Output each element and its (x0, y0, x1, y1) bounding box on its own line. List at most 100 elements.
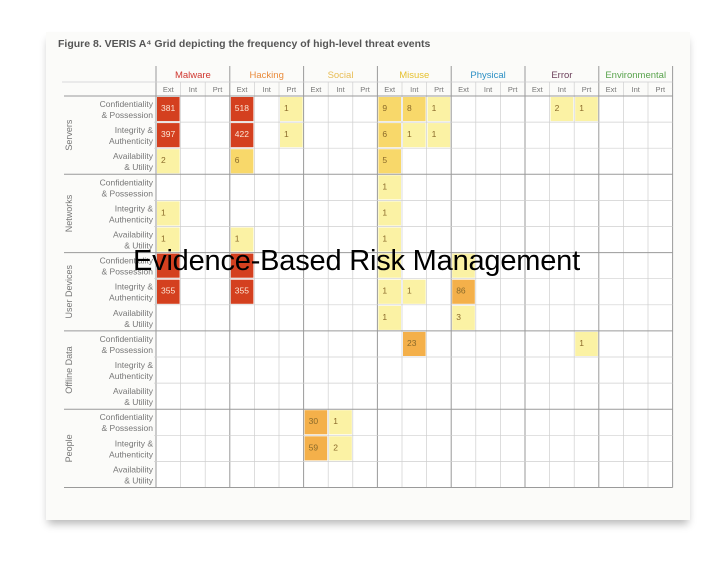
row-label-line2: & Utility (124, 319, 154, 329)
heat-cell (230, 227, 254, 252)
cell-value-label: 2 (161, 155, 166, 165)
column-sub-header: Prt (582, 85, 593, 94)
row-label-line1: Availability (113, 464, 154, 474)
heat-cell (280, 97, 303, 122)
cell-value-label: 6 (235, 155, 240, 165)
cell-value-label: 1 (382, 234, 387, 244)
row-label-line1: Confidentiality (100, 334, 154, 344)
cell-value-label: 30 (309, 416, 319, 426)
cell-value-label: 1 (382, 181, 387, 191)
row-label-line2: & Possession (102, 110, 154, 120)
heat-cell (157, 97, 180, 122)
column-group-header: Environmental (605, 70, 666, 81)
column-sub-header: Prt (287, 85, 298, 94)
column-sub-header: Ext (237, 85, 249, 94)
cell-value-label: 1 (235, 234, 240, 244)
heat-cell (157, 279, 180, 304)
heat-cell (378, 97, 401, 122)
heat-cell (230, 279, 254, 304)
column-sub-header: Int (410, 85, 419, 94)
cell-value-label: 3 (456, 312, 461, 322)
row-label-line2: & Utility (124, 397, 154, 407)
heat-cell (329, 436, 352, 461)
column-sub-header: Int (484, 85, 493, 94)
heat-cell (378, 149, 401, 174)
row-label-line1: Availability (113, 230, 154, 240)
row-label-line2: & Possession (102, 345, 154, 355)
heat-cell (452, 279, 475, 304)
row-label-line1: Integrity & (115, 438, 154, 448)
cell-value-label: 1 (382, 312, 387, 322)
row-group-label: Offline Data (64, 346, 74, 393)
heat-cell (378, 227, 401, 252)
row-label-line1: Integrity & (115, 125, 154, 135)
heat-cell (575, 331, 598, 356)
heat-cell (403, 123, 426, 148)
cell-value-label: 1 (579, 103, 584, 113)
column-sub-header: Prt (213, 85, 224, 94)
cell-value-label: 1 (407, 129, 412, 139)
column-sub-header: Int (632, 85, 641, 94)
row-label-line1: Availability (113, 308, 154, 318)
heat-cell (304, 410, 328, 435)
column-sub-header: Int (558, 85, 567, 94)
row-label-line1: Integrity & (115, 203, 154, 213)
row-group-label: People (64, 434, 74, 462)
heat-cell (329, 410, 352, 435)
row-label-line2: & Utility (124, 241, 154, 251)
heat-cell (157, 227, 180, 252)
overlay-title: Evidence-Based Risk Management (133, 245, 580, 277)
column-sub-header: Int (263, 85, 272, 94)
cell-value-label: 1 (333, 416, 338, 426)
column-sub-header: Prt (656, 85, 667, 94)
cell-value-label: 1 (382, 207, 387, 217)
row-label-line1: Confidentiality (100, 412, 154, 422)
heat-cell (403, 97, 426, 122)
column-sub-header: Ext (163, 85, 175, 94)
heat-cell (304, 436, 328, 461)
row-label-line1: Integrity & (115, 282, 154, 292)
row-label-line1: Confidentiality (100, 99, 154, 109)
cell-value-label: 86 (456, 286, 466, 296)
cell-value-label: 1 (382, 286, 387, 296)
row-group-label: Networks (64, 194, 74, 232)
heat-cell (575, 97, 598, 122)
heat-cell (378, 201, 401, 226)
cell-value-label: 9 (382, 103, 387, 113)
cell-value-label: 1 (161, 207, 166, 217)
heat-cell (378, 305, 401, 330)
cell-value-label: 381 (161, 103, 175, 113)
heat-cell (230, 97, 254, 122)
cell-value-label: 8 (407, 103, 412, 113)
heat-cell (157, 149, 180, 174)
heat-cell (403, 331, 426, 356)
heat-cell (230, 253, 254, 278)
cell-value-label: 1 (161, 234, 166, 244)
row-group-label: Servers (64, 119, 74, 151)
row-label-line2: Authenticity (109, 449, 154, 459)
cell-value-label: 5 (382, 155, 387, 165)
heat-cell (378, 253, 401, 278)
cell-value-label: 1 (407, 286, 412, 296)
column-sub-header: Int (336, 85, 345, 94)
column-group-header: Error (551, 70, 572, 81)
cell-value-label: 397 (161, 129, 175, 139)
row-label-line2: & Utility (124, 475, 154, 485)
row-label-line2: & Possession (102, 423, 154, 433)
column-group-header: Malware (175, 70, 211, 81)
row-label-line2: & Utility (124, 162, 154, 172)
row-label-line1: Availability (113, 386, 154, 396)
figure-caption: Figure 8. VERIS A⁴ Grid depicting the fr… (58, 38, 431, 50)
cell-value-label: 518 (235, 103, 249, 113)
cell-value-label: 1 (432, 129, 437, 139)
column-sub-header: Prt (434, 85, 445, 94)
heat-cell (157, 253, 180, 278)
row-group-label: User Devices (64, 264, 74, 318)
cell-value-label: 422 (235, 129, 249, 139)
heat-cell (427, 97, 451, 122)
cell-value-label: 1 (284, 103, 289, 113)
heat-cell (378, 123, 401, 148)
heat-cell (230, 123, 254, 148)
cell-value-label: 2 (333, 442, 338, 452)
column-sub-header: Prt (360, 85, 371, 94)
